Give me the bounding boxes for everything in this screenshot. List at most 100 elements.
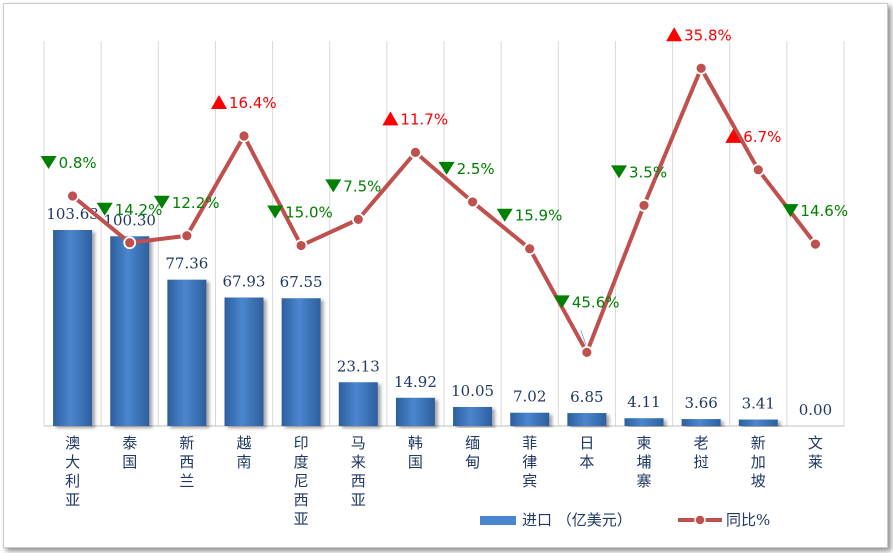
bar-import <box>110 236 150 426</box>
x-tick-label-char: 埔 <box>636 453 651 471</box>
yoy-percent-label: 6.7% <box>743 128 781 146</box>
bar-value-label: 4.11 <box>627 393 660 411</box>
yoy-percent-label: 15.0% <box>285 204 333 222</box>
x-tick-label: 韩国 <box>408 434 423 471</box>
yoy-percent-label: 3.5% <box>629 163 667 181</box>
x-tick-label: 泰国 <box>122 434 137 471</box>
chart-frame: 103.63 100.30 77.36 67.93 67.55 23.13 14.92 10.… <box>3 3 888 548</box>
x-tick-label-char: 西 <box>179 453 194 471</box>
down-arrow-icon <box>782 204 799 218</box>
x-tick-label-char: 来 <box>351 453 366 471</box>
x-tick-label-char: 亚 <box>351 491 366 509</box>
bar-value-label: 6.85 <box>570 388 603 406</box>
bar-import <box>395 397 435 426</box>
yoy-label-group: 12.2% <box>153 194 220 212</box>
yoy-percent-label: 12.2% <box>172 194 220 212</box>
x-tick-label-char: 国 <box>122 453 137 471</box>
yoy-percent-label: 16.4% <box>229 94 277 112</box>
down-arrow-icon <box>325 179 342 193</box>
bar-value-label: 103.63 <box>46 205 99 223</box>
x-tick-label-char: 新 <box>179 434 194 452</box>
x-tick-label-char: 亚 <box>294 510 309 528</box>
x-tick-label-char: 印 <box>294 434 309 452</box>
x-tick-label: 越南 <box>236 434 251 471</box>
x-tick-label-char: 文 <box>808 434 823 452</box>
yoy-percent-label: 11.7% <box>400 110 448 128</box>
x-tick-label-char: 本 <box>579 453 594 471</box>
yoy-point <box>294 239 308 252</box>
import-bar-line-chart: 103.63 100.30 77.36 67.93 67.55 23.13 14.92 10.… <box>40 26 848 529</box>
yoy-percent-label: 45.6% <box>572 293 620 311</box>
up-arrow-icon <box>666 27 683 42</box>
down-arrow-icon <box>438 161 455 175</box>
x-tick-label-char: 寨 <box>636 472 651 490</box>
x-tick-label-char: 泰 <box>122 434 137 452</box>
yoy-point <box>180 229 194 243</box>
bar-import <box>510 412 550 426</box>
x-tick-label-char: 柬 <box>636 434 651 452</box>
down-arrow-icon <box>96 202 113 216</box>
bar-import <box>53 230 93 426</box>
legend-label-yoy: 同比% <box>726 511 770 529</box>
yoy-point <box>123 236 137 250</box>
down-arrow-icon <box>611 165 627 179</box>
x-tick-label-char: 加 <box>751 453 766 471</box>
yoy-label-group: 11.7% <box>382 110 448 128</box>
up-arrow-icon <box>211 94 227 109</box>
x-tick-label-char: 缅 <box>465 434 480 452</box>
down-arrow-icon <box>553 295 570 309</box>
legend: 进口 （亿美元） 同比% <box>480 511 770 529</box>
legend-label-import: 进口 （亿美元） <box>522 511 632 529</box>
x-tick-label-char: 莱 <box>808 453 823 471</box>
x-tick-label: 缅甸 <box>465 434 480 471</box>
x-tick-label-char: 度 <box>294 453 309 471</box>
x-tick-label-char: 马 <box>351 434 366 452</box>
x-tick-label-char: 甸 <box>465 453 480 471</box>
label-leader-line <box>580 330 587 345</box>
bar-value-label: 100.30 <box>103 211 156 229</box>
down-arrow-icon <box>153 195 170 209</box>
bar-value-label: 3.41 <box>742 395 775 413</box>
x-tick-label-char: 律 <box>522 453 537 471</box>
yoy-percent-label: 14.6% <box>800 202 848 220</box>
bar-import <box>167 279 207 426</box>
yoy-label-group: 0.8% <box>40 154 97 172</box>
x-tick-label-char: 坡 <box>751 472 766 490</box>
yoy-point <box>809 237 822 251</box>
yoy-percent-labels: 0.8% 14.2% 12.2% 16.4% 15.0% 7.5% 11.7% 2.5% 15.… <box>40 26 848 345</box>
bar-value-label: 10.05 <box>451 382 494 400</box>
x-tick-label: 老挝 <box>694 434 709 471</box>
bar-import <box>624 418 664 426</box>
yoy-point <box>466 195 479 209</box>
yoy-label-group: 35.8% <box>666 26 732 44</box>
x-tick-label-char: 尼 <box>294 472 309 490</box>
down-arrow-icon <box>40 155 57 169</box>
bar-value-label: 67.55 <box>280 273 323 291</box>
yoy-point <box>237 129 251 143</box>
x-tick-label-char: 西 <box>351 472 366 490</box>
yoy-label-group: 15.0% <box>267 204 333 222</box>
bar-import <box>738 419 778 426</box>
yoy-label-group: 3.5% <box>611 163 667 181</box>
x-tick-label: 澳大利亚 <box>65 434 80 509</box>
x-tick-label-char: 菲 <box>522 434 537 452</box>
bar-value-label: 7.02 <box>513 388 546 406</box>
yoy-point <box>751 163 765 177</box>
yoy-point <box>351 212 365 226</box>
x-tick-label: 印度尼西亚 <box>294 434 309 528</box>
x-tick-label-char: 老 <box>694 434 709 452</box>
x-tick-label-char: 南 <box>236 453 251 471</box>
up-arrow-icon <box>382 111 399 126</box>
yoy-line <box>70 66 818 355</box>
yoy-label-group: 14.6% <box>782 202 848 220</box>
x-tick-label-char: 利 <box>65 472 80 490</box>
yoy-point <box>580 345 594 359</box>
yoy-label-group: 7.5% <box>325 177 381 195</box>
x-tick-label-char: 西 <box>294 491 309 509</box>
x-tick-label-char: 兰 <box>179 472 194 490</box>
yoy-label-group: 2.5% <box>438 160 495 178</box>
yoy-point <box>694 61 708 75</box>
bar-import <box>453 406 493 426</box>
x-tick-label-char: 日 <box>579 434 594 452</box>
